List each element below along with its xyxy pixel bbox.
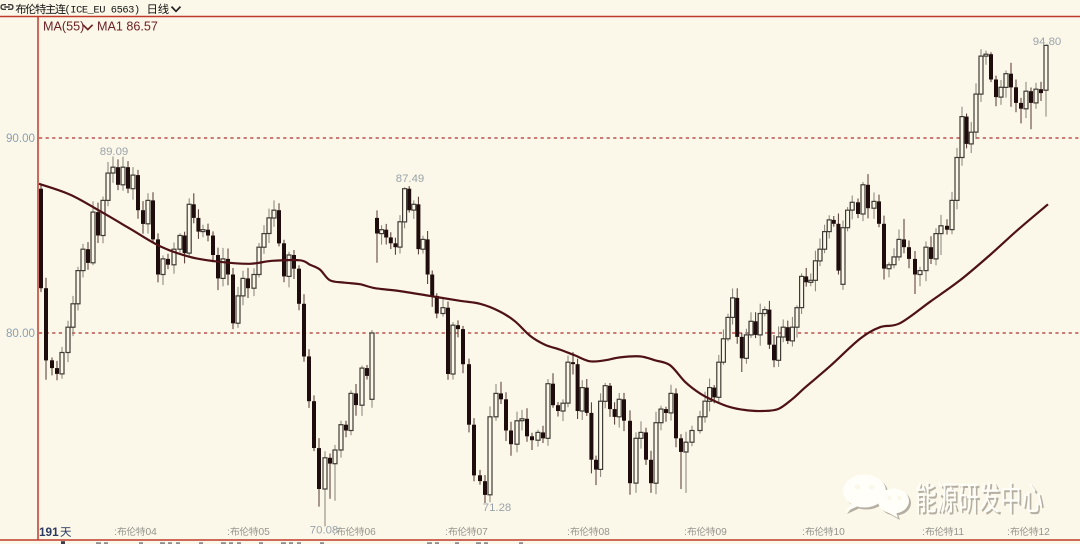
svg-text:89.09: 89.09 — [100, 146, 129, 158]
svg-text:05: 05 — [259, 527, 271, 538]
svg-text::: : — [114, 526, 117, 538]
svg-text:06: 06 — [365, 527, 377, 538]
svg-text:80.00: 80.00 — [6, 327, 35, 340]
svg-text::: : — [227, 526, 230, 538]
svg-text:94.80: 94.80 — [1033, 36, 1062, 48]
svg-text::: : — [684, 526, 687, 538]
svg-text:90.00: 90.00 — [6, 132, 35, 145]
svg-text::: : — [445, 526, 448, 538]
svg-text:MA(55): MA(55) — [43, 20, 84, 34]
svg-text:191: 191 — [39, 525, 59, 539]
svg-text:07: 07 — [477, 527, 489, 538]
svg-text::: : — [1007, 526, 1010, 538]
svg-text::: : — [922, 526, 925, 538]
svg-text:12: 12 — [1039, 527, 1051, 538]
svg-text:09: 09 — [716, 527, 728, 538]
svg-text:70.08: 70.08 — [310, 525, 339, 537]
svg-text::: : — [802, 526, 805, 538]
svg-text::: : — [333, 526, 336, 538]
svg-text:(ICE_EU 6563): (ICE_EU 6563) — [65, 5, 140, 17]
svg-text:04: 04 — [146, 527, 158, 538]
svg-text:11: 11 — [954, 527, 965, 538]
svg-text:10: 10 — [834, 527, 846, 538]
svg-text:08: 08 — [599, 527, 611, 538]
svg-text:87.49: 87.49 — [396, 173, 425, 185]
svg-text:71.28: 71.28 — [483, 502, 512, 514]
svg-text:MA1 86.57: MA1 86.57 — [97, 20, 158, 34]
svg-text::: : — [567, 526, 570, 538]
